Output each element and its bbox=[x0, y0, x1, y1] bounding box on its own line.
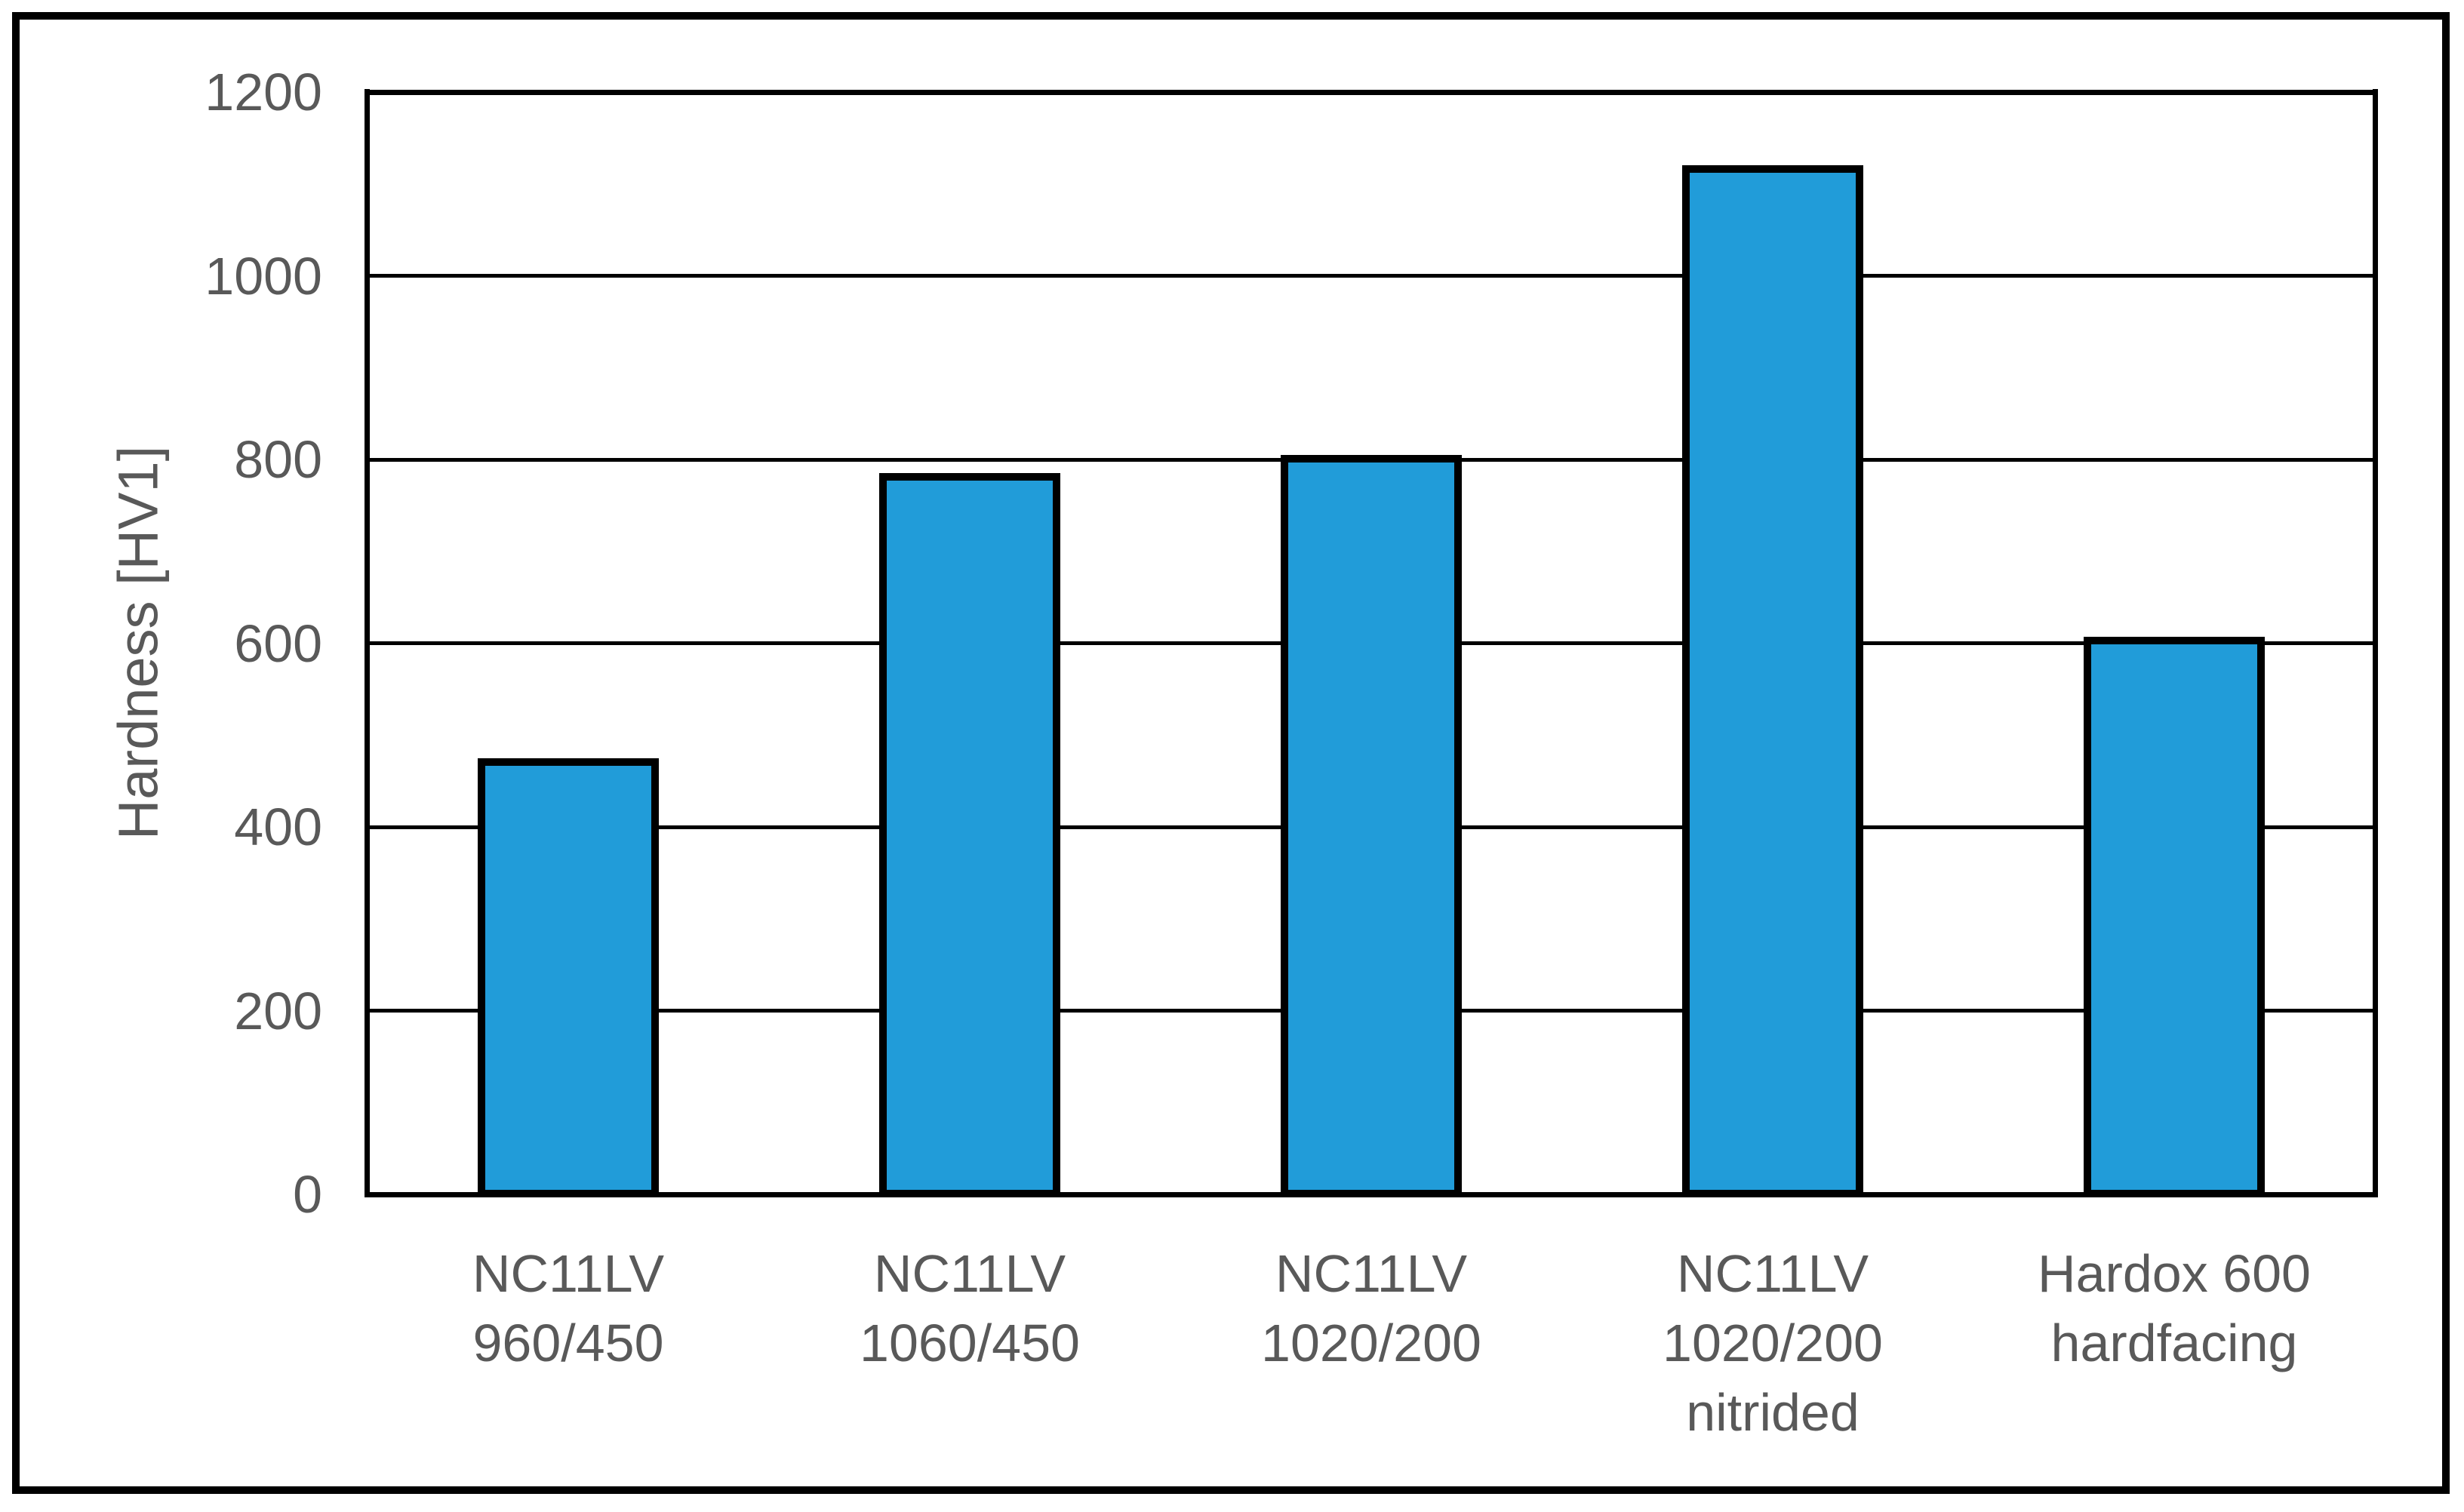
plot-top-border bbox=[368, 90, 2375, 95]
gridline bbox=[368, 274, 2375, 278]
bar bbox=[879, 473, 1060, 1197]
bar bbox=[478, 758, 659, 1197]
bar bbox=[1682, 165, 1863, 1197]
y-tick-label: 400 bbox=[234, 797, 322, 856]
bar bbox=[2084, 637, 2265, 1197]
x-category-label: NC11LV 1020/200 bbox=[1261, 1244, 1481, 1372]
y-tick-label: 600 bbox=[234, 614, 322, 673]
y-tick-label: 800 bbox=[234, 430, 322, 489]
figure-border bbox=[12, 12, 2450, 1494]
x-category-label: NC11LV 1060/450 bbox=[860, 1244, 1080, 1372]
plot-right-border bbox=[2373, 89, 2378, 1197]
x-category-label: Hardox 600 hardfacing bbox=[2038, 1244, 2311, 1372]
y-axis-line bbox=[365, 89, 370, 1197]
x-category-label: NC11LV 1020/200 nitrided bbox=[1663, 1244, 1883, 1442]
y-tick-label: 200 bbox=[234, 982, 322, 1040]
y-tick-label: 0 bbox=[293, 1165, 322, 1224]
y-tick-label: 1000 bbox=[205, 247, 322, 306]
y-tick-label: 1200 bbox=[205, 63, 322, 121]
x-category-label: NC11LV 960/450 bbox=[472, 1244, 665, 1372]
bar bbox=[1281, 455, 1462, 1197]
